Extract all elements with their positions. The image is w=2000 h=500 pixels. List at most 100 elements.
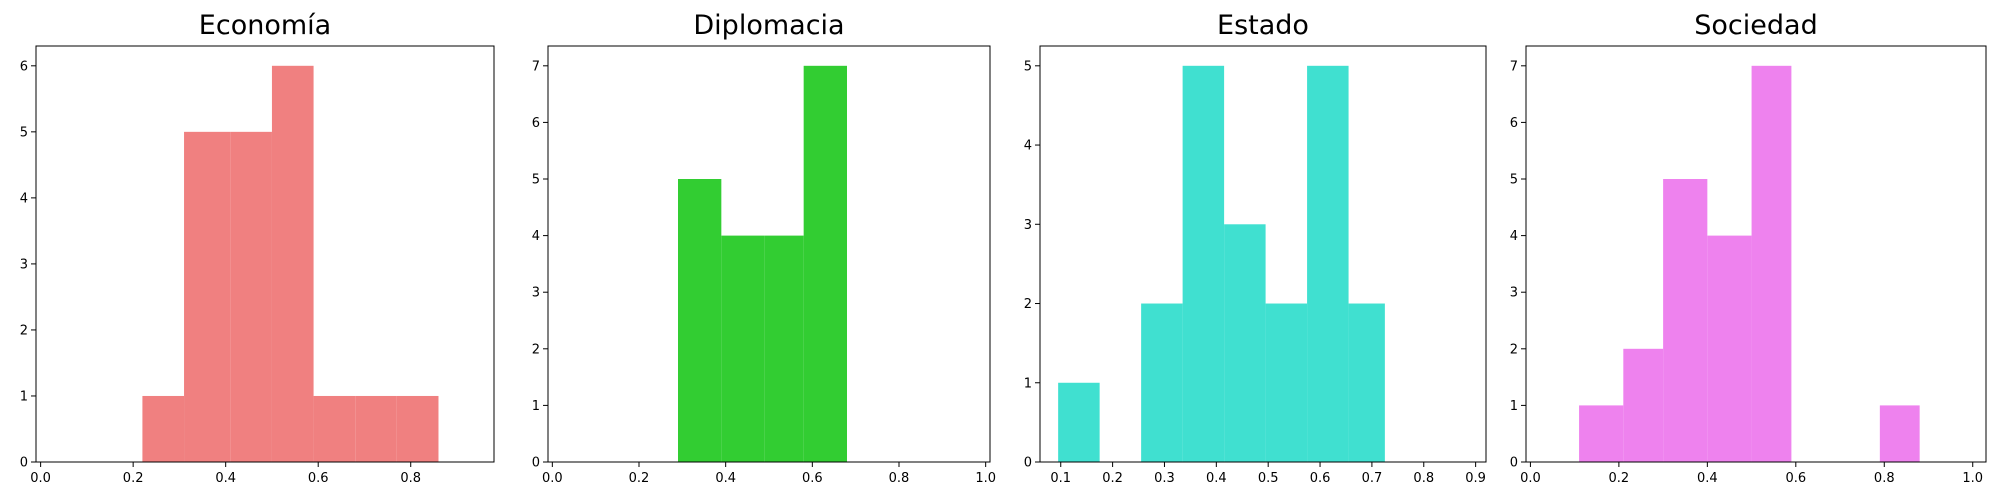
axes-frame <box>1039 45 1487 463</box>
x-tick-label: 0.3 <box>1154 471 1175 486</box>
histogram-bar <box>271 65 314 463</box>
x-tick-label: 1.0 <box>975 471 996 486</box>
histogram-bar <box>1307 65 1349 463</box>
y-tick-label: 2 <box>1510 342 1518 357</box>
x-axis-ticks: 0.0 0.2 0.4 0.6 0.8 <box>30 462 421 486</box>
histogram-bar <box>313 395 356 462</box>
y-tick-label: 1 <box>532 399 540 414</box>
x-tick-label: 0.6 <box>308 471 329 486</box>
y-tick-label: 0 <box>20 456 28 471</box>
x-tick-label: 0.2 <box>123 471 144 486</box>
x-tick-label: 0.6 <box>802 471 823 486</box>
y-tick-label: 0 <box>532 456 540 471</box>
x-tick-label: 0.8 <box>1874 471 1895 486</box>
y-axis-ticks: 0 1 2 3 4 5 6 <box>20 59 36 471</box>
y-tick-label: 3 <box>1024 218 1032 233</box>
histogram-bar <box>1348 303 1385 462</box>
x-tick-label: 0.8 <box>400 471 421 486</box>
y-tick-label: 2 <box>1024 297 1032 312</box>
y-tick-label: 2 <box>20 323 28 338</box>
y-tick-label: 6 <box>1510 116 1518 131</box>
axes-frame <box>35 45 495 463</box>
y-tick-label: 4 <box>1510 229 1518 244</box>
y-tick-label: 3 <box>20 257 28 272</box>
y-tick-label: 2 <box>532 342 540 357</box>
y-tick-label: 0 <box>1510 456 1518 471</box>
histogram-bar <box>1058 382 1100 462</box>
x-tick-label: 0.4 <box>715 471 736 486</box>
x-axis-ticks: 0.0 0.2 0.4 0.6 0.8 1.0 <box>1520 462 1983 486</box>
y-tick-label: 1 <box>1510 399 1518 414</box>
panel-title: Economía <box>199 10 331 41</box>
y-tick-label: 4 <box>20 191 28 206</box>
y-tick-label: 5 <box>20 125 28 140</box>
histogram-bar <box>1879 405 1920 462</box>
histogram-bar <box>1141 303 1183 462</box>
histogram-bar <box>803 65 847 463</box>
x-tick-label: 0.4 <box>1697 471 1718 486</box>
y-tick-label: 0 <box>1024 456 1032 471</box>
bars-group <box>1579 65 1920 463</box>
histogram-bar <box>1663 179 1708 462</box>
x-tick-label: 0.4 <box>215 471 236 486</box>
histogram-bar <box>396 395 439 462</box>
x-tick-label: 0.1 <box>1050 471 1071 486</box>
y-tick-label: 5 <box>1024 59 1032 74</box>
x-tick-label: 0.2 <box>1102 471 1123 486</box>
histogram-bar <box>1623 348 1664 462</box>
x-tick-label: 0.8 <box>1413 471 1434 486</box>
x-tick-label: 0.9 <box>1465 471 1486 486</box>
y-tick-label: 7 <box>1510 59 1518 74</box>
x-tick-label: 1.0 <box>1962 471 1983 486</box>
histogram-bar <box>764 235 804 462</box>
histogram-bar <box>1579 405 1624 462</box>
y-tick-label: 4 <box>532 229 540 244</box>
bars-group <box>678 65 847 463</box>
y-tick-label: 5 <box>532 173 540 188</box>
x-tick-label: 0.2 <box>629 471 650 486</box>
x-tick-label: 0.0 <box>30 471 51 486</box>
x-tick-label: 0.5 <box>1258 471 1279 486</box>
y-tick-label: 3 <box>532 286 540 301</box>
bars-group <box>1058 65 1385 463</box>
y-tick-label: 5 <box>1510 173 1518 188</box>
y-tick-label: 1 <box>1024 376 1032 391</box>
panel-sociedad: Sociedad 0.0 0.2 0.4 0.6 0.8 1.0 0 1 2 3 4 5 6 7 <box>1510 10 1987 486</box>
x-axis-ticks: 0.0 0.2 0.4 0.6 0.8 1.0 <box>542 462 996 486</box>
histogram-bar <box>678 179 722 462</box>
x-tick-label: 0.7 <box>1362 471 1383 486</box>
bars-group <box>142 65 439 463</box>
x-tick-label: 0.4 <box>1206 471 1227 486</box>
histogram-bar <box>142 395 185 462</box>
x-tick-label: 0.0 <box>542 471 563 486</box>
panel-estado: Estado 0.1 0.2 0.3 0.4 0.5 0.6 0.7 0.8 0.9 0 1 2 3 4… <box>1024 10 1487 486</box>
x-tick-label: 0.6 <box>1310 471 1331 486</box>
histogram-bar <box>184 131 231 463</box>
panel-diplomacia: Diplomacia 0.0 0.2 0.4 0.6 0.8 1.0 0 1 2 3 4 5 6 7 <box>532 10 996 486</box>
histogram-bar <box>1265 303 1308 462</box>
y-tick-label: 1 <box>20 389 28 404</box>
y-tick-label: 3 <box>1510 286 1518 301</box>
histogram-bar <box>1751 65 1792 463</box>
histogram-bar <box>1224 224 1266 462</box>
panel-title: Diplomacia <box>693 10 844 41</box>
histogram-bar <box>721 235 765 462</box>
y-axis-ticks: 0 1 2 3 4 5 6 7 <box>532 59 548 471</box>
x-tick-label: 0.6 <box>1785 471 1806 486</box>
y-tick-label: 4 <box>1024 139 1032 154</box>
panel-economia: Economía 0.0 0.2 0.4 0.6 0.8 0 1 2 3 4 5 6 <box>20 10 495 486</box>
x-axis-ticks: 0.1 0.2 0.3 0.4 0.5 0.6 0.7 0.8 0.9 <box>1050 462 1486 486</box>
axes-frame <box>1525 45 1987 463</box>
y-axis-ticks: 0 1 2 3 4 5 6 7 <box>1510 59 1526 471</box>
panel-title: Sociedad <box>1694 10 1817 41</box>
histogram-bar <box>230 131 272 463</box>
histogram-bar <box>355 395 397 462</box>
y-tick-label: 7 <box>532 59 540 74</box>
axes-frame <box>547 45 991 463</box>
y-tick-label: 6 <box>20 59 28 74</box>
x-tick-label: 0.2 <box>1609 471 1630 486</box>
panel-title: Estado <box>1217 10 1309 41</box>
histogram-bar <box>1182 65 1225 463</box>
y-axis-ticks: 0 1 2 3 4 5 <box>1024 59 1040 471</box>
